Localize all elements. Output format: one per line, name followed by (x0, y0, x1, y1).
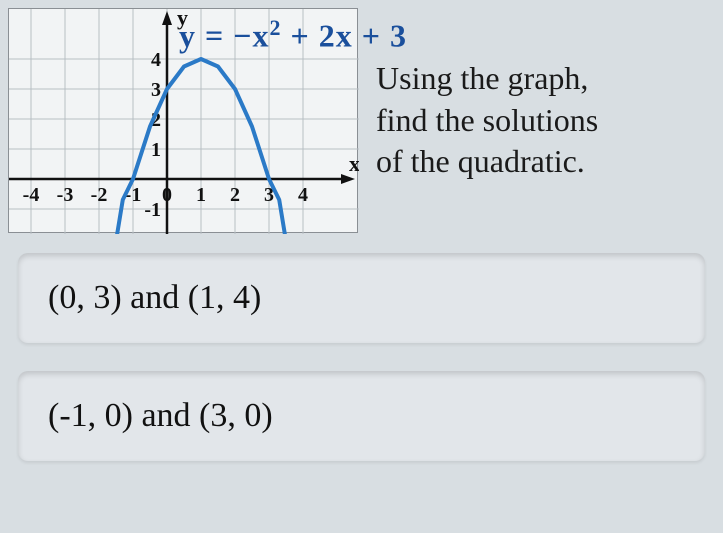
question-prompt: Using the graph, find the solutions of t… (376, 8, 598, 183)
answer-text: (-1, 0) and (3, 0) (48, 397, 273, 434)
prompt-line: find the solutions (376, 100, 598, 142)
svg-text:-2: -2 (91, 184, 108, 206)
prompt-line: Using the graph, (376, 58, 598, 100)
quadratic-graph: -4-3-2-101234-11234xy y = −x2 + 2x + 3 (8, 8, 358, 233)
svg-text:x: x (349, 151, 359, 176)
svg-text:0: 0 (162, 184, 172, 206)
svg-text:3: 3 (151, 79, 161, 101)
svg-text:-1: -1 (144, 199, 161, 221)
answer-text: (0, 3) and (1, 4) (48, 279, 261, 316)
svg-text:-4: -4 (23, 184, 40, 206)
svg-text:1: 1 (196, 184, 206, 206)
answer-list: (0, 3) and (1, 4) (-1, 0) and (3, 0) (0, 233, 723, 461)
svg-text:-3: -3 (57, 184, 74, 206)
svg-text:2: 2 (230, 184, 240, 206)
svg-text:1: 1 (151, 139, 161, 161)
equation-label: y = −x2 + 2x + 3 (179, 15, 407, 55)
answer-option-1[interactable]: (0, 3) and (1, 4) (18, 253, 705, 343)
prompt-line: of the quadratic. (376, 141, 598, 183)
answer-option-2[interactable]: (-1, 0) and (3, 0) (18, 371, 705, 461)
svg-text:4: 4 (151, 49, 161, 71)
svg-text:4: 4 (298, 184, 308, 206)
